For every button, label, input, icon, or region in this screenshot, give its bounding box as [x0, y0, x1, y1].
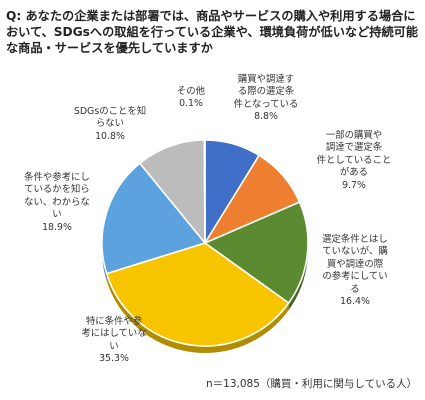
slice-label-text-6: その他	[176, 86, 206, 97]
slice-label-text-5: SDGsのことを知 らない	[73, 106, 147, 130]
sample-note: n＝13,085（購買・利用に関与している人）	[206, 378, 418, 390]
slice-value-4: 18.9%	[42, 221, 72, 233]
question-title: Q: あなたの企業または部署では、商品やサービスの購入や利用する場合において、S…	[6, 9, 419, 55]
slice-label-3: 特に条件や参 考にはしていな い 35.3%	[70, 316, 158, 366]
pie-slice-2	[203, 201, 309, 305]
slice-label-4: 条件や参考にし ているかを知ら ない、わからな い 18.9%	[10, 172, 104, 234]
slice-label-0: 購買や調達す る際の選定条 件となっている 8.8%	[226, 74, 306, 124]
slice-value-2: 16.4%	[340, 296, 370, 308]
slice-label-text-3: 特に条件や参 考にはしていな い	[81, 316, 147, 352]
slice-label-5: SDGsのことを知 らない 10.8%	[64, 106, 156, 143]
pie-slice-4	[101, 162, 207, 275]
pie-slice-3	[105, 242, 290, 347]
slice-label-text-2: 選定条件とはし ていないが、購 買や調達の際 の参考にしてい る	[322, 234, 388, 295]
slice-value-5: 10.8%	[95, 130, 125, 142]
slice-label-2: 選定条件とはし ていないが、購 買や調達の際 の参考にしてい る 16.4%	[310, 234, 400, 308]
pie-slice-6	[203, 139, 206, 244]
slice-value-6: 0.1%	[179, 98, 203, 110]
slice-label-6: その他 0.1%	[166, 86, 216, 111]
slice-label-text-0: 購買や調達す る際の選定条 件となっている	[233, 74, 299, 110]
pie-slice-5	[138, 139, 206, 246]
slice-label-text-1: 一部の購買や 調達で選定条 件としていること がある	[316, 130, 392, 179]
slice-value-3: 35.3%	[99, 353, 129, 365]
slice-value-1: 9.7%	[342, 179, 366, 191]
slice-label-text-4: 条件や参考にし ているかを知ら ない、わからな い	[24, 172, 90, 221]
slice-value-0: 8.8%	[254, 111, 278, 123]
pie-slice-side-3	[106, 273, 289, 354]
slice-label-1: 一部の購買や 調達で選定条 件としていること がある 9.7%	[312, 130, 396, 192]
